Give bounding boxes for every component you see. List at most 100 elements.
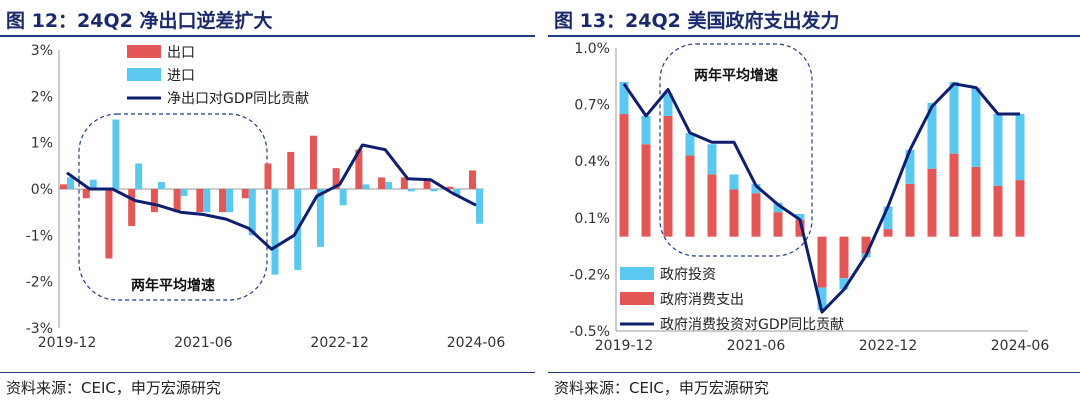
x-tick-label: 2024-06 — [991, 338, 1050, 354]
bar-出口 — [241, 189, 249, 199]
bar-政府消费支出 — [927, 168, 937, 237]
bar-政府投资 — [1015, 114, 1025, 181]
bar-出口 — [128, 189, 136, 227]
y-tick-label: -0.5% — [569, 324, 610, 340]
bar-政府消费支出 — [751, 193, 761, 237]
bar-政府消费支出 — [685, 155, 695, 237]
bar-政府投资 — [839, 278, 849, 290]
bar-出口 — [446, 186, 454, 189]
source-note: 资料来源：CEIC，申万宏源研究 — [554, 379, 769, 397]
bar-进口 — [316, 189, 324, 247]
y-tick-label: 1.0% — [574, 41, 610, 57]
title-rule — [548, 35, 1080, 37]
bar-进口 — [385, 182, 393, 189]
bar-进口 — [157, 182, 165, 189]
bar-出口 — [196, 189, 204, 213]
y-tick-label: 0.7% — [574, 98, 610, 114]
bar-出口 — [82, 189, 90, 199]
line-净出口对GDP同比贡献 — [66, 143, 477, 251]
bar-政府投资 — [949, 81, 959, 154]
x-tick-label: 2022-12 — [310, 335, 369, 351]
source-rule — [548, 372, 1080, 373]
bar-政府消费支出 — [795, 219, 805, 237]
bar-出口 — [150, 189, 158, 213]
chart-panel-net-exports: 图 12：24Q2 净出口逆差扩大 3% 2% 1% 0% -1% -2% -3% 2019-… — [0, 0, 535, 408]
bar-政府投资 — [773, 202, 783, 213]
bar-出口 — [400, 177, 408, 189]
y-tick-label: 2% — [31, 89, 53, 105]
legend-label: 政府投资 — [660, 267, 716, 283]
y-tick-label: -0.2% — [569, 267, 610, 283]
legend-label: 净出口对GDP同比贡献 — [167, 91, 309, 107]
bar-进口 — [407, 189, 415, 192]
chart-gov-spending: 1.0% 0.7% 0.4% 0.1% -0.2% -0.5%2019-12 2021-06… — [569, 41, 1050, 354]
bar-政府投资 — [795, 214, 805, 220]
bar-政府消费支出 — [619, 114, 629, 237]
bar-政府投资 — [663, 93, 673, 116]
bar-政府投资 — [619, 81, 629, 115]
annotation-box — [659, 43, 813, 257]
bar-政府消费支出 — [839, 236, 849, 279]
bar-出口 — [60, 184, 67, 189]
bar-政府消费支出 — [773, 212, 783, 237]
chart-title: 图 12：24Q2 净出口逆差扩大 — [6, 10, 273, 32]
annotation-label: 两年平均增速 — [131, 277, 215, 294]
bar-政府消费支出 — [641, 144, 651, 237]
bar-进口 — [339, 189, 347, 206]
title-rule — [0, 35, 535, 37]
bar-出口 — [469, 170, 476, 189]
bar-出口 — [264, 163, 272, 189]
bar-出口 — [309, 135, 317, 189]
bar-出口 — [287, 151, 295, 189]
bar-政府投资 — [707, 144, 717, 175]
bar-进口 — [430, 189, 438, 192]
bar-进口 — [476, 189, 483, 224]
source-note: 资料来源：CEIC，申万宏源研究 — [6, 379, 221, 397]
bar-政府消费支出 — [905, 183, 915, 237]
bar-政府消费支出 — [861, 236, 871, 254]
bar-政府消费支出 — [729, 189, 739, 237]
bar-政府投资 — [641, 115, 651, 145]
bar-进口 — [135, 163, 143, 189]
legend-swatch — [127, 45, 161, 58]
source-rule — [0, 372, 535, 373]
annotation-label: 两年平均增速 — [694, 67, 778, 84]
bar-出口 — [423, 179, 431, 189]
legend-swatch — [620, 292, 654, 305]
y-tick-label: -3% — [26, 321, 53, 337]
bar-政府投资 — [905, 149, 915, 184]
bar-政府消费支出 — [707, 174, 717, 237]
bar-政府消费支出 — [993, 185, 1003, 237]
legend-swatch — [127, 68, 161, 81]
bar-政府消费支出 — [1015, 180, 1025, 237]
legend-label: 进口 — [167, 68, 195, 84]
bar-进口 — [226, 189, 234, 213]
chart-net-exports: 3% 2% 1% 0% -1% -2% -3%2019-12 2021-06 2022-12 20… — [26, 43, 506, 351]
bar-进口 — [248, 189, 256, 236]
y-tick-label: 0.4% — [574, 154, 610, 170]
y-tick-label: -2% — [26, 275, 53, 291]
annotation-box — [78, 113, 268, 301]
bar-政府投资 — [817, 287, 827, 311]
bar-政府投资 — [751, 183, 761, 194]
chart-title: 图 13：24Q2 美国政府支出发力 — [554, 10, 840, 32]
legend-swatch — [620, 267, 654, 280]
bar-政府投资 — [883, 206, 893, 230]
line-政府消费投资对GDP同比贡献 — [622, 82, 1020, 314]
bar-出口 — [219, 189, 227, 213]
bar-出口 — [355, 149, 363, 189]
y-tick-label: 0.1% — [574, 211, 610, 227]
bar-进口 — [112, 119, 120, 189]
bar-政府消费支出 — [817, 236, 827, 288]
y-tick-label: 0% — [31, 182, 53, 198]
bar-进口 — [67, 177, 74, 189]
bar-进口 — [453, 189, 461, 196]
bar-政府投资 — [685, 132, 695, 156]
legend-label: 出口 — [167, 45, 195, 61]
bar-政府消费支出 — [971, 166, 981, 237]
bar-出口 — [105, 189, 113, 259]
bar-政府投资 — [729, 174, 739, 190]
x-tick-label: 2021-06 — [727, 338, 786, 354]
chart-panel-gov-spending: 图 13：24Q2 美国政府支出发力 1.0% 0.7% 0.4% 0.1% -0.2%… — [548, 0, 1080, 408]
bar-政府投资 — [993, 114, 1003, 186]
